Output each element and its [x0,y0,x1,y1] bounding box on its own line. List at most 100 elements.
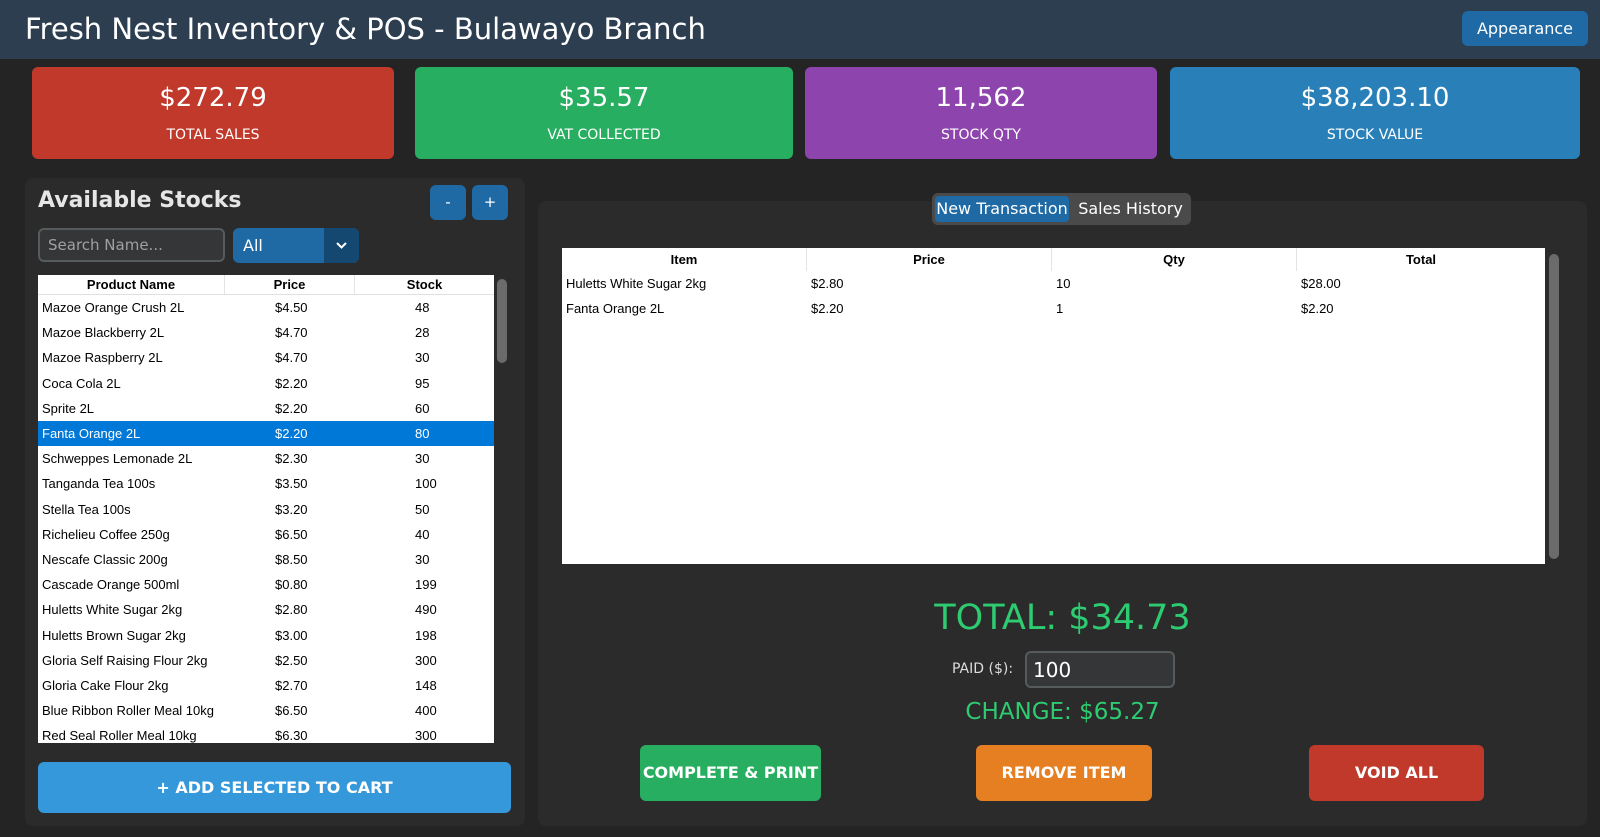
card-value: $38,203.10 [1300,83,1450,113]
table-cell: $2.30 [275,451,308,467]
table-cell: $28.00 [1301,276,1341,291]
table-cell: 100 [415,476,437,492]
table-cell: 198 [415,627,437,643]
table-cell: $6.50 [275,703,308,719]
table-row[interactable]: Fanta Orange 2L $2.20 80 [38,420,494,447]
table-cell: $2.50 [275,652,308,668]
card-label: STOCK VALUE [1326,127,1424,143]
table-cell: 50 [415,501,430,517]
table-cell: $4.50 [275,300,308,316]
table-cell: Tanganda Tea 100s [42,476,156,492]
table-cell: Richelieu Coffee 250g [42,526,170,542]
table-row[interactable]: Blue Ribbon Roller Meal 10kg $6.50 400 [38,698,494,723]
table-cell: 199 [415,577,437,593]
panel-title: Available Stocks [38,188,242,213]
table-cell: Fanta Orange 2L [566,301,665,316]
table-cell: $6.30 [275,728,308,743]
stock-scrollbar[interactable] [497,279,507,363]
table-cell: Red Seal Roller Meal 10kg [42,728,197,743]
table-row[interactable]: Gloria Cake Flour 2kg $2.70 148 [38,673,494,698]
table-cell: Coca Cola 2L [42,375,121,391]
cart-scrollbar[interactable] [1549,254,1559,559]
paid-amount-input[interactable] [1025,651,1175,688]
table-row[interactable]: Mazoe Blackberry 2L $4.70 28 [38,320,494,345]
add-to-cart-button[interactable]: + ADD SELECTED TO CART [38,762,511,813]
stock-rows: Mazoe Orange Crush 2L $4.50 48 Mazoe Blackb… [38,295,494,743]
table-cell: Stella Tea 100s [42,501,131,517]
column-header[interactable]: Qty [1052,248,1297,271]
table-cell: 48 [415,300,430,316]
table-cell: Cascade Orange 500ml [42,577,180,593]
table-row[interactable]: Huletts White Sugar 2kg $2.80 490 [38,597,494,622]
table-cell: $4.70 [275,325,308,341]
table-cell: 28 [415,325,430,341]
table-cell: Nescafe Classic 200g [42,551,168,567]
table-header: Item Price Qty Total [562,248,1545,271]
column-header[interactable]: Total [1405,252,1437,267]
table-row[interactable]: Mazoe Raspberry 2L $4.70 30 [38,345,494,370]
card-label: VAT COLLECTED [547,127,661,143]
table-cell: Huletts Brown Sugar 2kg [42,627,186,643]
table-cell: $2.70 [275,677,308,693]
table-cell: 1 [1056,301,1064,316]
tab-new-transaction[interactable]: New Transaction [935,196,1069,222]
table-cell: 148 [415,677,437,693]
table-row[interactable]: Richelieu Coffee 250g $6.50 40 [38,522,494,547]
cart-rows: Huletts White Sugar 2kg $2.80 10 $28.00 Fant… [562,271,1545,321]
appearance-button[interactable]: Appearance [1462,11,1588,46]
table-cell: $3.00 [275,627,308,643]
table-cell: Mazoe Raspberry 2L [42,350,163,366]
column-header[interactable]: Product Name [38,275,225,294]
table-row[interactable]: Schweppes Lemonade 2L $2.30 30 [38,446,494,471]
table-row[interactable]: Huletts White Sugar 2kg $2.80 10 $28.00 [562,271,1545,296]
table-row[interactable]: Gloria Self Raising Flour 2kg $2.50 300 [38,648,494,673]
app-header: Fresh Nest Inventory & POS - Bulawayo Br… [0,0,1600,59]
table-cell: $2.80 [811,276,844,291]
table-cell: 30 [415,551,430,567]
table-cell: $3.50 [275,476,308,492]
table-cell: 400 [415,703,437,719]
void-all-button[interactable]: VOID ALL [1309,745,1484,801]
category-filter-dropdown[interactable]: All [233,228,359,263]
table-row[interactable]: Coca Cola 2L $2.20 95 [38,371,494,396]
table-cell: $2.80 [275,602,308,618]
table-row[interactable]: Red Seal Roller Meal 10kg $6.30 300 [38,723,494,743]
vat-collected-card: $35.57 VAT COLLECTED [415,67,793,159]
complete-print-button[interactable]: COMPLETE & PRINT [640,745,821,801]
table-row[interactable]: Sprite 2L $2.20 60 [38,396,494,421]
search-input[interactable] [38,228,225,262]
table-cell: $3.20 [275,501,308,517]
table-header: Product Name Price Stock [38,275,494,295]
column-header[interactable]: Price [225,275,355,294]
table-cell: $6.50 [275,526,308,542]
table-row[interactable]: Mazoe Orange Crush 2L $4.50 48 [38,295,494,320]
card-label: TOTAL SALES [166,127,260,143]
stock-qty-card: 11,562 STOCK QTY [805,67,1157,159]
column-header[interactable]: Price [807,248,1052,271]
chevron-down-icon[interactable] [324,228,359,263]
decrease-button[interactable]: - [430,185,466,220]
table-cell: 30 [415,451,430,467]
table-row[interactable]: Tanganda Tea 100s $3.50 100 [38,471,494,496]
table-row[interactable]: Cascade Orange 500ml $0.80 199 [38,572,494,597]
tab-sales-history[interactable]: Sales History [1078,199,1183,218]
table-cell: Schweppes Lemonade 2L [42,451,193,467]
table-cell: $2.20 [275,375,308,391]
remove-item-button[interactable]: REMOVE ITEM [976,745,1152,801]
table-cell: 60 [415,400,430,416]
table-row[interactable]: Fanta Orange 2L $2.20 1 $2.20 [562,296,1545,321]
table-cell: Gloria Self Raising Flour 2kg [42,652,208,668]
table-cell: 300 [415,652,437,668]
column-header[interactable]: Item [562,248,807,271]
table-cell: 40 [415,526,430,542]
table-cell: 95 [415,375,430,391]
table-row[interactable]: Huletts Brown Sugar 2kg $3.00 198 [38,622,494,647]
increase-button[interactable]: + [472,185,508,220]
dropdown-value: All [243,236,263,255]
table-row[interactable]: Nescafe Classic 200g $8.50 30 [38,547,494,572]
table-row[interactable]: Stella Tea 100s $3.20 50 [38,497,494,522]
column-header[interactable]: Stock [406,277,443,292]
stock-table[interactable]: Product Name Price Stock Mazoe Orange Cr… [38,275,494,743]
change-amount: CHANGE: $65.27 [965,699,1160,725]
cart-table[interactable]: Item Price Qty Total Huletts White Sugar… [562,248,1545,564]
